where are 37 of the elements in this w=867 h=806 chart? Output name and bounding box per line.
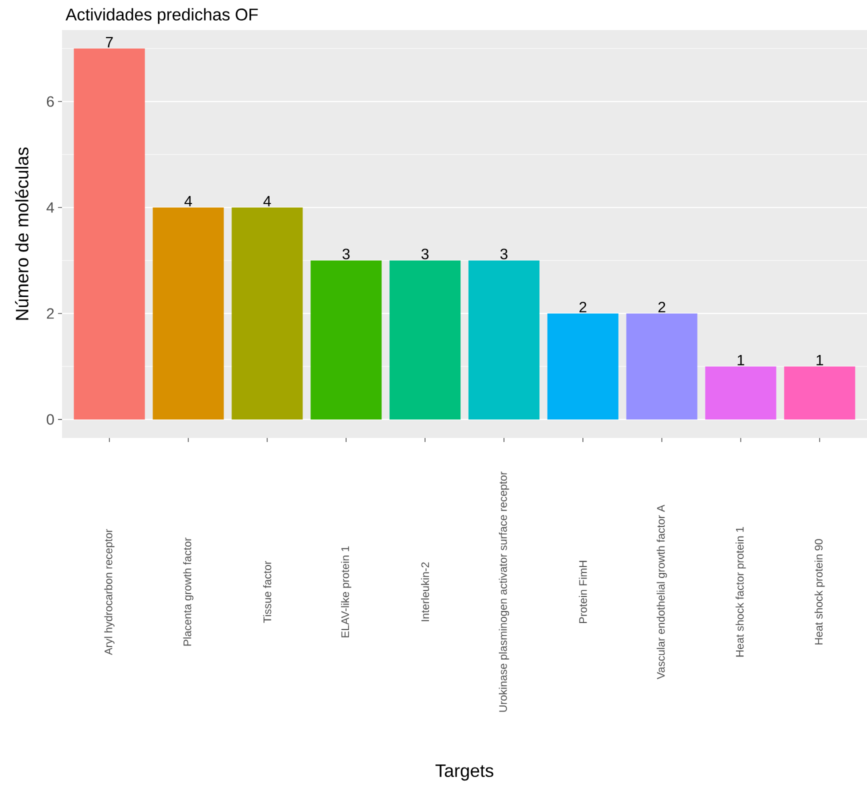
data-label: 1 [816, 354, 824, 366]
chart-title: Actividades predichas OF [66, 8, 258, 24]
x-tick-label: Tissue factor [263, 561, 272, 623]
y-tick-label: 6 [46, 96, 54, 107]
x-tick-label: Vascular endothelial growth factor A [656, 504, 667, 680]
bar [626, 313, 698, 420]
y-tick-label: 4 [46, 202, 54, 213]
data-label: 3 [500, 248, 508, 260]
x-tick-label: Heat shock factor protein 1 [736, 527, 746, 657]
bar [152, 207, 224, 420]
x-tick-label: Placenta growth factor [183, 538, 194, 646]
bar [232, 207, 303, 420]
data-label: 2 [579, 302, 586, 312]
x-tick-label: Aryl hydrocarbon receptor [104, 529, 114, 656]
bar [74, 48, 145, 420]
x-tick-label: Heat shock protein 90 [814, 539, 825, 644]
data-label: 7 [106, 37, 113, 48]
data-label: 2 [658, 302, 666, 312]
bar [468, 260, 540, 420]
data-label: 3 [342, 248, 350, 260]
x-axis-title: Targets [436, 764, 494, 781]
x-tick-label: Urokinase plasminogen activator surface receptor [498, 472, 510, 712]
x-tick-label: Protein FimH [578, 560, 587, 624]
y-tick-label: 2 [46, 308, 54, 319]
data-label: 1 [738, 354, 744, 366]
bar [310, 260, 382, 420]
bar [705, 366, 776, 420]
bar [390, 260, 461, 420]
x-tick-label: Interleukin-2 [421, 562, 430, 622]
bar [547, 313, 618, 420]
x-tick-label: ELAV-like protein 1 [341, 546, 352, 638]
data-label: 4 [184, 196, 192, 206]
bar [784, 366, 856, 420]
y-tick-label: 0 [46, 414, 54, 425]
data-label: 4 [263, 196, 271, 206]
y-axis-title: Número de moléculas [15, 147, 28, 320]
data-label: 3 [421, 248, 429, 260]
